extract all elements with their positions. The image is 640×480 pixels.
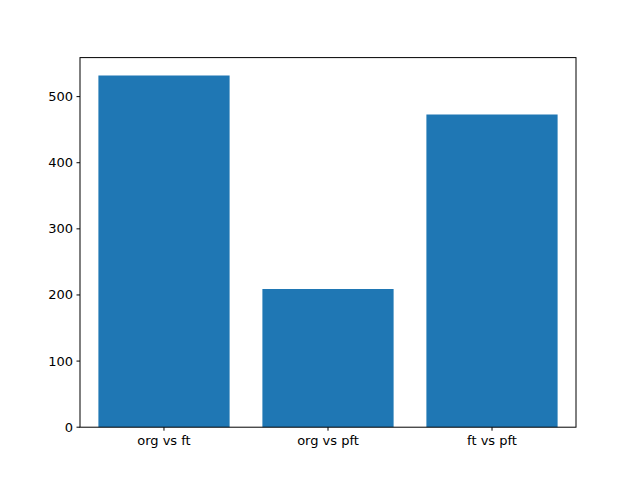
y-tick-label: 0 — [65, 420, 73, 435]
y-tick-label: 200 — [48, 287, 73, 302]
y-tick-label: 100 — [48, 354, 73, 369]
bar-org-vs-pft — [262, 289, 393, 427]
y-tick-label: 400 — [48, 155, 73, 170]
x-tick-label: org vs pft — [297, 433, 359, 448]
y-tick-label: 300 — [48, 221, 73, 236]
bar-chart-figure: 0 100 200 300 400 500 org vs ft org vs pft ft vs… — [0, 0, 640, 480]
chart-canvas: 0 100 200 300 400 500 org vs ft org vs pft ft vs… — [0, 0, 640, 480]
bar-org-vs-ft — [98, 76, 229, 428]
x-tick-label: org vs ft — [137, 433, 191, 448]
bar-ft-vs-pft — [426, 115, 557, 428]
x-tick-label: ft vs pft — [467, 433, 517, 448]
y-tick-label: 500 — [48, 89, 73, 104]
